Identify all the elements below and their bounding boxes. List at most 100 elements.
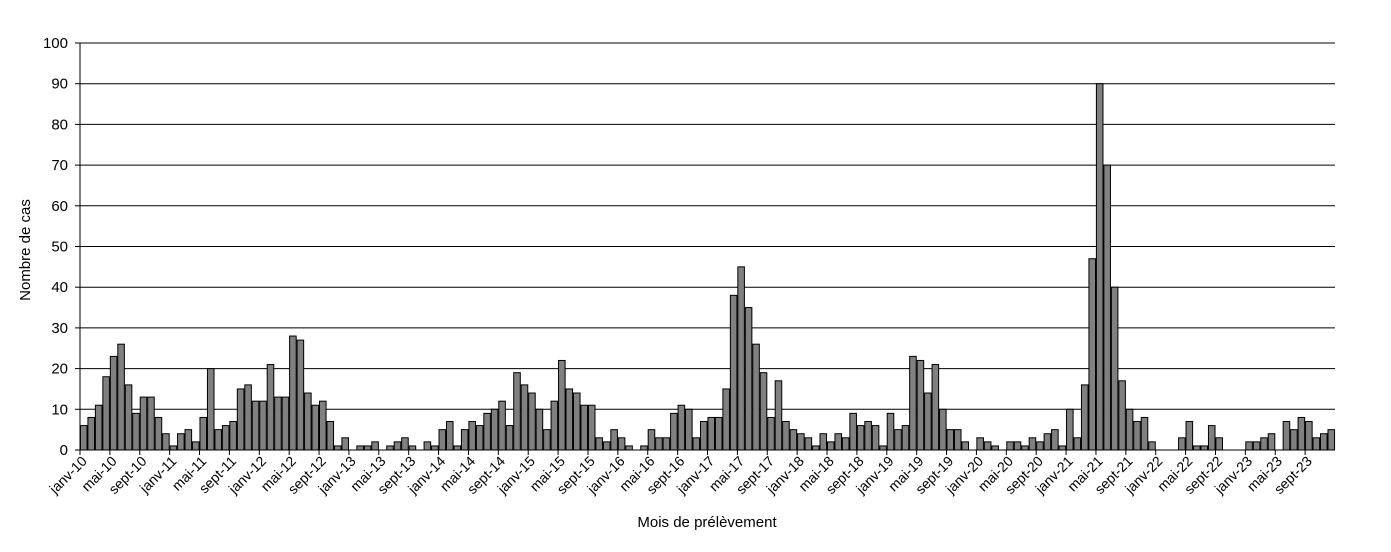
bar-janv-17 xyxy=(707,416,716,451)
bar-juil-15 xyxy=(572,392,581,451)
bar-juin-14 xyxy=(475,425,484,451)
bar-avr-14 xyxy=(460,429,469,451)
bar-juin-23 xyxy=(1282,421,1291,451)
bar-nov-23 xyxy=(1320,433,1328,451)
bar-mars-10 xyxy=(94,404,103,451)
bar-févr-15 xyxy=(535,408,544,451)
bar-janv-15 xyxy=(528,392,536,451)
bar-juil-11 xyxy=(214,429,222,451)
bar-févr-14 xyxy=(445,421,454,451)
y-tick-label: 20 xyxy=(51,361,68,378)
bar-mai-20 xyxy=(1006,441,1014,451)
bar-août-21 xyxy=(1118,380,1126,451)
bar-juil-19 xyxy=(931,364,940,451)
bar-nov-17 xyxy=(782,421,790,451)
bar-mai-19 xyxy=(916,359,925,451)
bar-déc-16 xyxy=(699,421,708,451)
bar-déc-23 xyxy=(1327,429,1336,451)
bar-avr-21 xyxy=(1088,258,1097,451)
bar-janv-21 xyxy=(1066,408,1074,451)
bar-juil-13 xyxy=(393,441,402,451)
y-axis-title: Nombre de cas xyxy=(17,199,34,301)
bar-nov-11 xyxy=(244,384,252,451)
bar-déc-10 xyxy=(162,433,170,451)
bar-avr-23 xyxy=(1267,433,1276,451)
bar-juil-10 xyxy=(124,384,133,451)
bar-juin-13 xyxy=(386,445,394,451)
bar-oct-17 xyxy=(774,380,783,451)
bar-oct-18 xyxy=(864,421,872,451)
bar-août-23 xyxy=(1297,416,1306,451)
y-tick-label: 50 xyxy=(51,239,68,256)
bar-janv-19 xyxy=(886,412,895,451)
bar-sept-21 xyxy=(1125,408,1134,451)
bar-déc-21 xyxy=(1148,441,1156,451)
bar-sept-11 xyxy=(229,421,237,451)
bar-août-11 xyxy=(221,425,230,451)
bar-oct-11 xyxy=(236,388,245,451)
bar-janv-14 xyxy=(438,429,447,451)
bar-juin-16 xyxy=(655,437,663,451)
bar-juin-12 xyxy=(296,339,305,451)
y-tick-label: 60 xyxy=(51,198,68,215)
bar-juin-18 xyxy=(834,433,843,451)
bar-août-20 xyxy=(1028,437,1037,451)
bar-sept-17 xyxy=(767,416,775,451)
bar-nov-19 xyxy=(961,441,970,451)
bar-mars-14 xyxy=(453,445,462,451)
bar-oct-10 xyxy=(147,396,155,451)
bar-nov-20 xyxy=(1051,429,1059,451)
axes xyxy=(79,43,1335,455)
bar-mars-11 xyxy=(184,429,193,451)
bar-déc-20 xyxy=(1058,445,1067,451)
bar-avr-17 xyxy=(729,294,738,451)
bar-févr-21 xyxy=(1073,437,1082,451)
bar-janv-20 xyxy=(976,437,984,451)
bar-déc-18 xyxy=(879,445,887,451)
bar-janv-12 xyxy=(259,400,267,451)
bar-févr-19 xyxy=(894,429,902,451)
bar-sept-23 xyxy=(1305,421,1313,451)
bar-sept-19 xyxy=(946,429,955,451)
bar-oct-16 xyxy=(685,408,693,451)
bar-sept-14 xyxy=(498,400,506,451)
bar-janv-16 xyxy=(617,437,626,451)
bar-oct-14 xyxy=(505,425,514,451)
bar-mai-18 xyxy=(826,441,835,451)
bar-juil-12 xyxy=(304,392,312,451)
bar-févr-20 xyxy=(983,441,992,451)
bar-janv-11 xyxy=(169,445,178,451)
bar-juin-22 xyxy=(1193,445,1201,451)
bar-sept-18 xyxy=(856,425,865,451)
bar-juin-15 xyxy=(565,388,574,451)
bar-févr-17 xyxy=(714,416,723,451)
bar-juil-23 xyxy=(1290,429,1298,451)
x-axis-title: Mois de prélèvement xyxy=(637,514,777,531)
x-tick-labels: janv-10mai-10sept-10janv-11mai-11sept-11… xyxy=(45,453,1315,498)
bar-mai-16 xyxy=(647,429,656,451)
y-tick-label: 100 xyxy=(43,35,68,52)
bar-juil-16 xyxy=(662,437,671,451)
bar-juin-11 xyxy=(206,368,215,451)
bar-avr-10 xyxy=(102,376,110,451)
bar-mars-23 xyxy=(1260,437,1268,451)
bar-juil-17 xyxy=(752,343,760,451)
bar-sept-10 xyxy=(139,396,148,451)
y-tick-label: 40 xyxy=(51,279,68,296)
y-tick-label: 10 xyxy=(51,401,68,418)
bar-nov-12 xyxy=(333,445,342,451)
bar-janv-23 xyxy=(1245,441,1253,451)
bar-mai-21 xyxy=(1095,83,1104,451)
bar-août-15 xyxy=(580,404,589,451)
bar-mai-15 xyxy=(558,359,566,451)
bar-avr-22 xyxy=(1178,437,1186,451)
bar-mars-19 xyxy=(901,425,910,451)
bar-févr-11 xyxy=(177,433,185,451)
bar-août-12 xyxy=(311,404,320,451)
bar-mars-21 xyxy=(1080,384,1089,451)
bar-oct-23 xyxy=(1312,437,1321,451)
bar-mars-12 xyxy=(274,396,282,451)
bar-oct-20 xyxy=(1043,433,1052,451)
bar-nov-10 xyxy=(154,416,163,451)
bar-sept-16 xyxy=(677,404,686,451)
